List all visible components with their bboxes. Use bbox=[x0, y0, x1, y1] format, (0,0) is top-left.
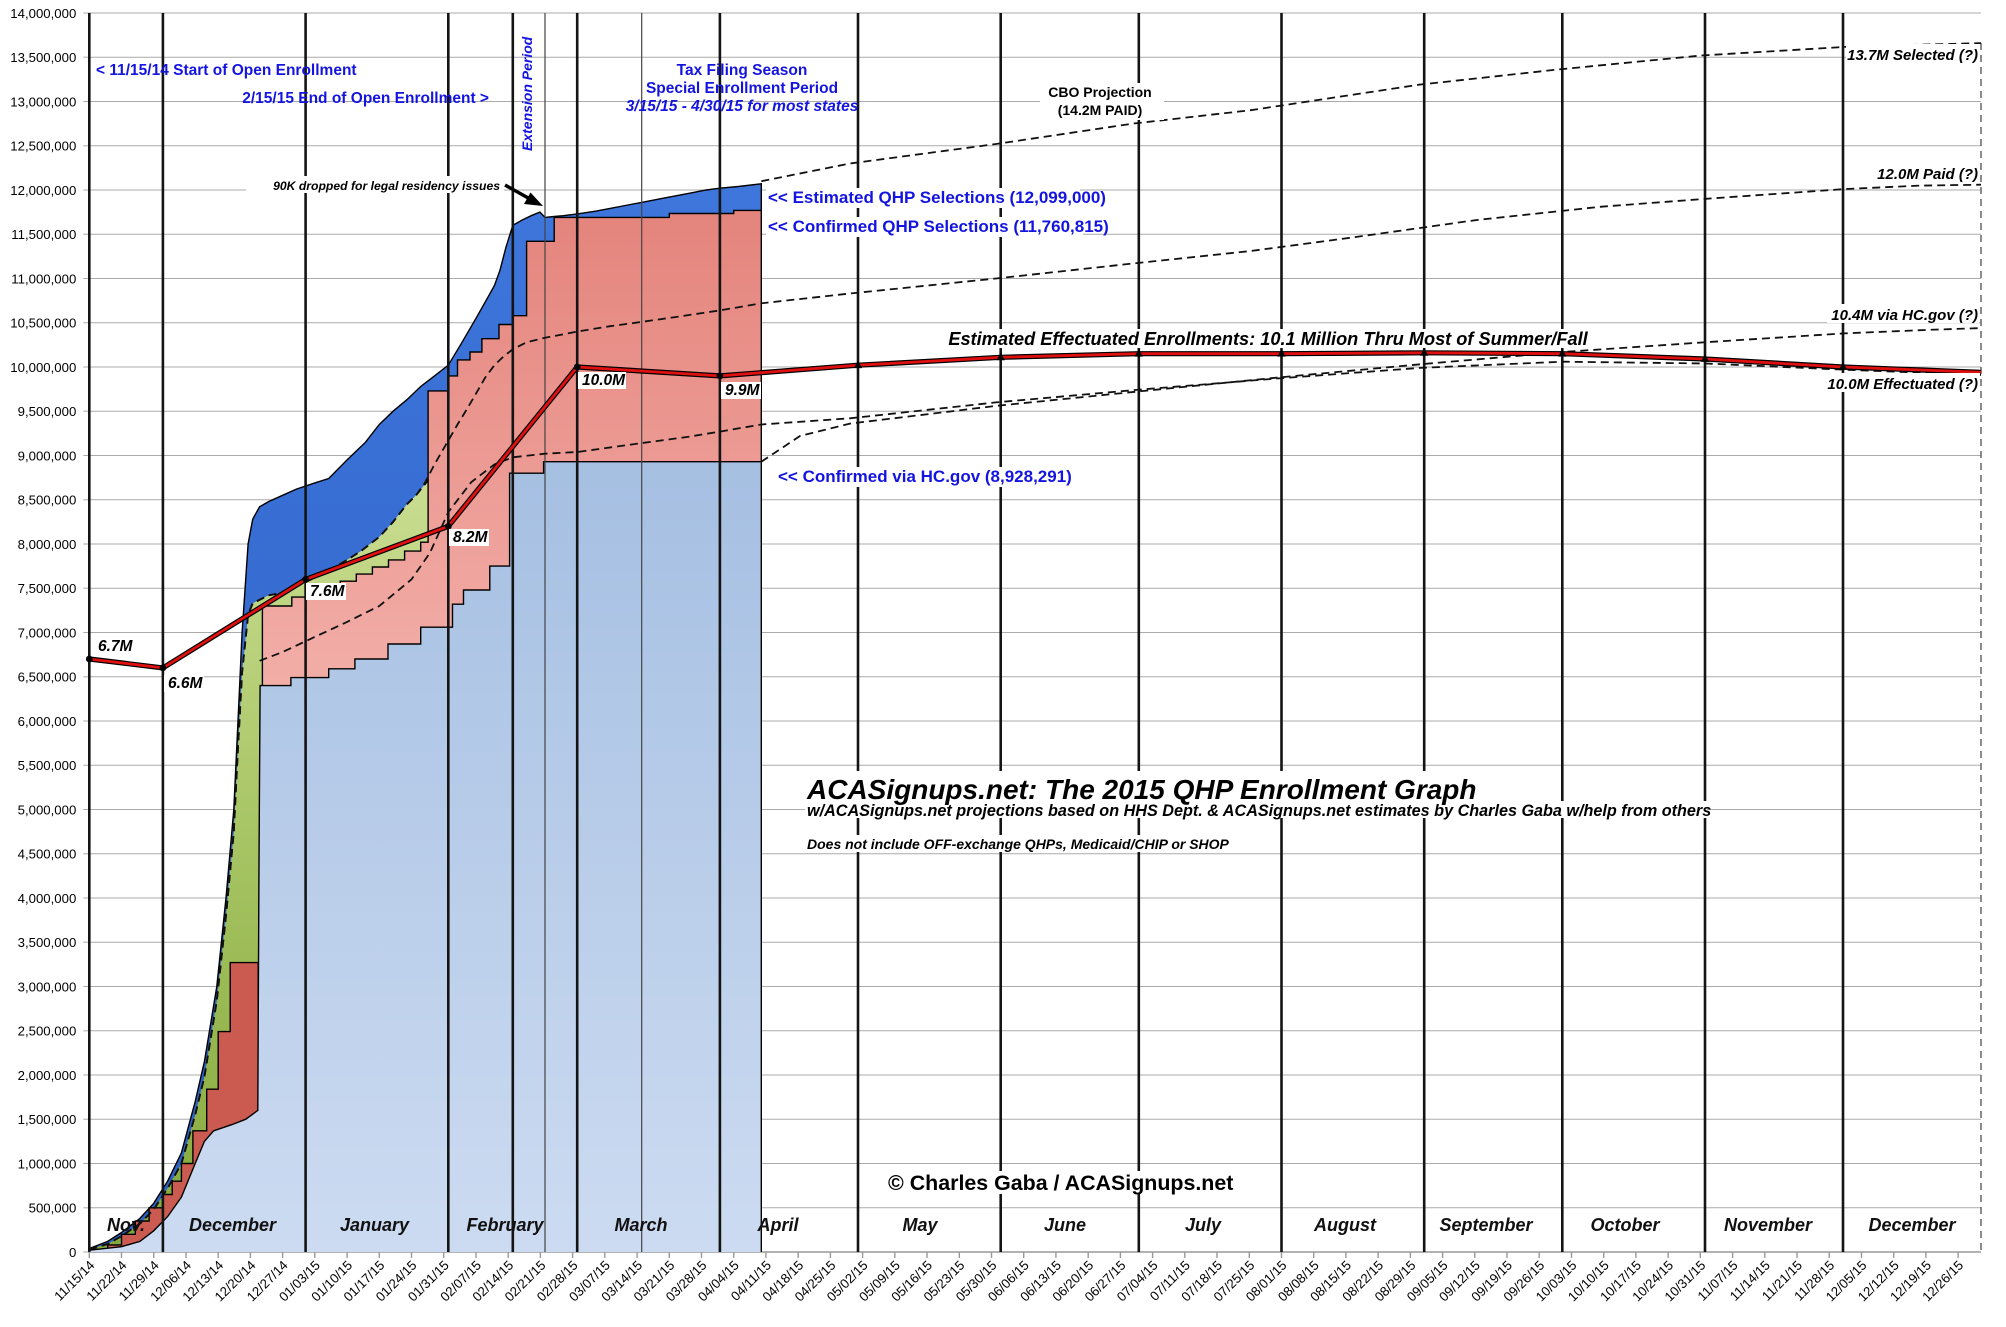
svg-text:500,000: 500,000 bbox=[29, 1201, 77, 1216]
svg-text:May: May bbox=[902, 1215, 938, 1235]
svg-text:1,000,000: 1,000,000 bbox=[18, 1156, 77, 1171]
svg-text:13,500,000: 13,500,000 bbox=[10, 50, 76, 65]
svg-text:March: March bbox=[614, 1215, 667, 1235]
svg-text:11,000,000: 11,000,000 bbox=[11, 271, 76, 286]
svg-text:0: 0 bbox=[69, 1245, 76, 1260]
svg-text:8.2M: 8.2M bbox=[453, 529, 489, 546]
svg-text:10.0M Effectuated (?): 10.0M Effectuated (?) bbox=[1827, 376, 1978, 393]
svg-text:8,000,000: 8,000,000 bbox=[18, 537, 77, 552]
svg-text:Special Enrollment Period: Special Enrollment Period bbox=[646, 80, 838, 97]
svg-text:13.7M Selected (?): 13.7M Selected (?) bbox=[1847, 47, 1978, 64]
svg-text:September: September bbox=[1439, 1215, 1533, 1235]
svg-text:12,000,000: 12,000,000 bbox=[10, 183, 76, 198]
svg-text:9,500,000: 9,500,000 bbox=[18, 404, 77, 419]
svg-text:July: July bbox=[1185, 1215, 1222, 1235]
svg-text:12,500,000: 12,500,000 bbox=[10, 139, 76, 154]
svg-text:2,000,000: 2,000,000 bbox=[18, 1068, 77, 1083]
svg-text:<< Estimated QHP Selections (1: << Estimated QHP Selections (12,099,000) bbox=[768, 188, 1106, 207]
svg-text:< 11/15/14 Start of Open Enrol: < 11/15/14 Start of Open Enrollment bbox=[96, 62, 357, 79]
svg-text:2/15/15 End of Open Enrollment: 2/15/15 End of Open Enrollment > bbox=[242, 90, 489, 107]
svg-text:February: February bbox=[466, 1215, 544, 1235]
svg-text:9,000,000: 9,000,000 bbox=[18, 448, 77, 463]
svg-text:4,000,000: 4,000,000 bbox=[18, 891, 77, 906]
svg-text:© Charles Gaba / ACASignups.ne: © Charles Gaba / ACASignups.net bbox=[888, 1171, 1233, 1195]
svg-text:6,000,000: 6,000,000 bbox=[18, 714, 77, 729]
svg-text:January: January bbox=[340, 1215, 410, 1235]
svg-text:August: August bbox=[1313, 1215, 1377, 1235]
svg-text:10.0M: 10.0M bbox=[582, 372, 626, 389]
svg-text:ACASignups.net: The 2015 QHP E: ACASignups.net: The 2015 QHP Enrollment … bbox=[806, 774, 1477, 805]
svg-text:12.0M Paid (?): 12.0M Paid (?) bbox=[1877, 166, 1978, 183]
svg-text:6.7M: 6.7M bbox=[98, 638, 134, 655]
svg-text:<< Confirmed QHP Selections (1: << Confirmed QHP Selections (11,760,815) bbox=[768, 217, 1109, 236]
svg-text:Estimated Effectuated Enrollme: Estimated Effectuated Enrollments: 10.1 … bbox=[948, 329, 1588, 349]
svg-text:6,500,000: 6,500,000 bbox=[18, 670, 77, 685]
svg-text:<< Confirmed via HC.gov (8,928: << Confirmed via HC.gov (8,928,291) bbox=[778, 467, 1072, 486]
svg-text:7,000,000: 7,000,000 bbox=[18, 625, 77, 640]
svg-text:8,500,000: 8,500,000 bbox=[18, 493, 77, 508]
svg-text:7,500,000: 7,500,000 bbox=[18, 581, 77, 596]
svg-text:Tax Filing Season: Tax Filing Season bbox=[677, 62, 808, 79]
svg-text:2,500,000: 2,500,000 bbox=[18, 1024, 77, 1039]
svg-text:November: November bbox=[1724, 1215, 1813, 1235]
svg-text:6.6M: 6.6M bbox=[168, 675, 204, 692]
svg-text:April: April bbox=[756, 1215, 799, 1235]
svg-text:w/ACASignups.net projections b: w/ACASignups.net projections based on HH… bbox=[807, 802, 1711, 820]
svg-text:Nov.: Nov. bbox=[107, 1215, 145, 1235]
svg-text:5,000,000: 5,000,000 bbox=[18, 802, 77, 817]
svg-text:4,500,000: 4,500,000 bbox=[18, 847, 77, 862]
svg-text:5,500,000: 5,500,000 bbox=[18, 758, 77, 773]
svg-text:13,000,000: 13,000,000 bbox=[10, 94, 76, 109]
svg-text:Extension Period: Extension Period bbox=[519, 36, 535, 151]
svg-text:December: December bbox=[189, 1215, 277, 1235]
svg-text:10,000,000: 10,000,000 bbox=[10, 360, 76, 375]
svg-text:CBO Projection: CBO Projection bbox=[1048, 84, 1151, 100]
svg-text:10.4M via HC.gov (?): 10.4M via HC.gov (?) bbox=[1831, 307, 1978, 324]
svg-text:7.6M: 7.6M bbox=[310, 583, 346, 600]
svg-text:9.9M: 9.9M bbox=[725, 382, 761, 399]
svg-text:3/15/15 - 4/30/15 for most sta: 3/15/15 - 4/30/15 for most states bbox=[626, 98, 859, 115]
svg-text:11,500,000: 11,500,000 bbox=[11, 227, 76, 242]
svg-text:1,500,000: 1,500,000 bbox=[18, 1112, 77, 1127]
svg-text:October: October bbox=[1590, 1215, 1660, 1235]
svg-text:Does not include OFF-exchange: Does not include OFF-exchange QHPs, Medi… bbox=[807, 836, 1230, 852]
svg-text:June: June bbox=[1044, 1215, 1086, 1235]
svg-text:December: December bbox=[1868, 1215, 1956, 1235]
svg-text:90K dropped for legal residenc: 90K dropped for legal residency issues bbox=[273, 179, 500, 193]
svg-text:3,500,000: 3,500,000 bbox=[18, 935, 77, 950]
svg-text:3,000,000: 3,000,000 bbox=[18, 979, 77, 994]
svg-text:10,500,000: 10,500,000 bbox=[10, 316, 76, 331]
svg-text:14,000,000: 14,000,000 bbox=[10, 6, 76, 21]
svg-text:(14.2M PAID): (14.2M PAID) bbox=[1058, 102, 1143, 118]
